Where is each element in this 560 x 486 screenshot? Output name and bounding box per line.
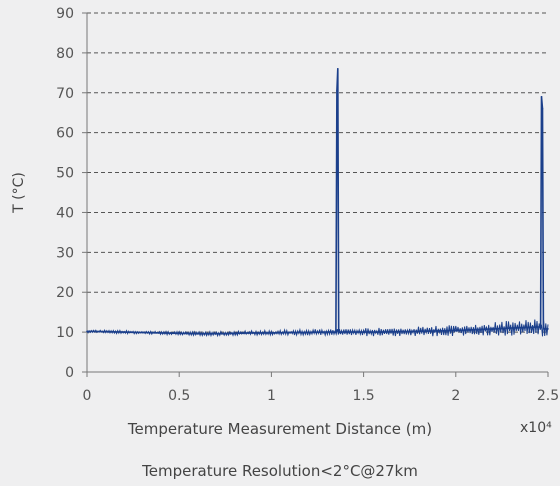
- y-tick-label: 30: [56, 245, 74, 261]
- x-axis-multiplier: x10⁴: [520, 420, 552, 436]
- data-point: [178, 332, 180, 335]
- y-tick-label: 80: [56, 46, 74, 62]
- x-tick-label: 1.5: [352, 388, 374, 404]
- x-axis-title: Temperature Measurement Distance (m): [127, 420, 433, 438]
- data-point: [289, 331, 291, 334]
- data-point: [491, 328, 494, 330]
- data-point: [336, 68, 339, 70]
- x-tick-label: 1: [267, 388, 276, 404]
- x-tick-label: 0.5: [168, 388, 190, 404]
- data-point: [540, 95, 543, 98]
- data-point: [196, 332, 199, 335]
- y-tick-label: 50: [56, 166, 74, 182]
- data-point: [233, 332, 236, 335]
- x-tick-label: 2.5: [537, 388, 559, 404]
- chart-caption: Temperature Resolution<2°C@27km: [142, 462, 418, 480]
- y-tick-label: 90: [56, 6, 74, 22]
- data-point: [528, 326, 531, 329]
- data-point: [399, 330, 402, 333]
- data-point: [86, 330, 88, 333]
- y-tick-label: 0: [65, 365, 74, 381]
- data-point: [338, 331, 341, 333]
- data-point: [344, 331, 346, 333]
- data-point: [362, 331, 365, 333]
- data-point: [252, 332, 254, 334]
- data-point: [543, 328, 546, 330]
- y-tick-label: 60: [56, 126, 74, 142]
- data-point: [270, 332, 273, 334]
- y-axis-title: T (°C): [11, 172, 27, 214]
- data-point: [381, 331, 383, 333]
- y-tick-label: 70: [56, 86, 74, 102]
- data-point: [455, 329, 457, 332]
- data-point: [325, 331, 328, 333]
- data-point: [510, 327, 512, 329]
- data-point: [159, 332, 162, 334]
- data-point: [215, 332, 217, 335]
- data-point: [336, 89, 338, 92]
- data-point: [141, 331, 144, 334]
- data-point: [473, 328, 476, 331]
- data-point: [418, 330, 420, 333]
- data-point: [104, 330, 107, 333]
- data-point: [541, 107, 544, 110]
- data-point: [123, 331, 125, 333]
- y-tick-label: 40: [56, 205, 74, 221]
- x-tick-label: 0: [83, 388, 92, 404]
- data-point: [539, 326, 542, 328]
- series-line: [86, 68, 548, 335]
- data-point: [335, 331, 337, 333]
- data-point: [307, 331, 310, 334]
- data-point: [547, 328, 549, 330]
- y-tick-label: 10: [56, 325, 74, 341]
- x-tick-label: 2: [451, 388, 460, 404]
- y-tick-label: 20: [56, 285, 74, 301]
- data-point: [436, 330, 439, 332]
- series-noise: [86, 319, 549, 338]
